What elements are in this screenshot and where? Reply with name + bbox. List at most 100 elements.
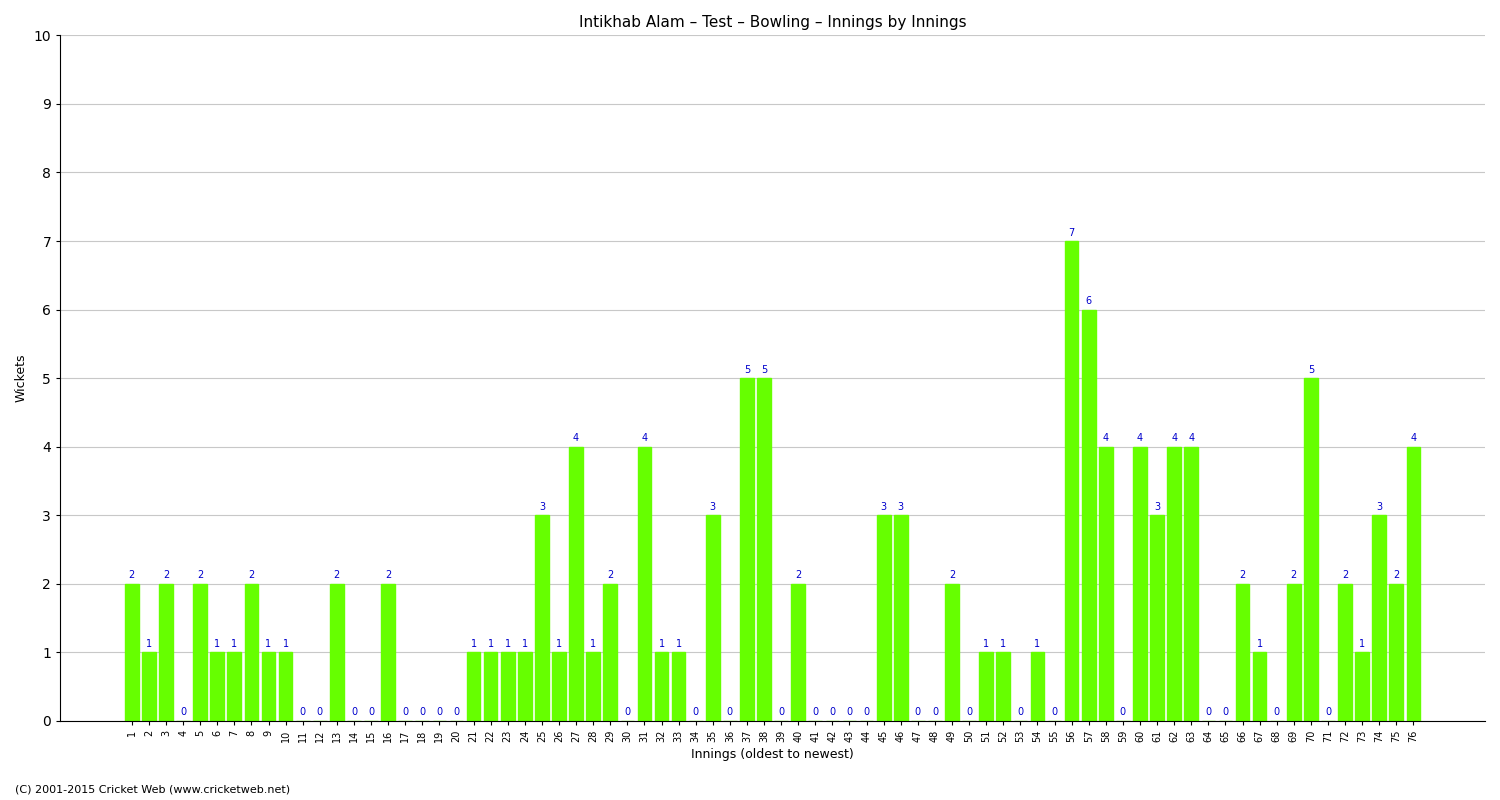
Text: 1: 1 [471,639,477,649]
Text: 0: 0 [1120,707,1126,718]
Bar [603,584,616,721]
Bar [586,652,600,721]
Text: 0: 0 [419,707,426,718]
Text: 0: 0 [966,707,972,718]
Bar [124,584,138,721]
Text: 1: 1 [488,639,494,649]
Text: 4: 4 [1172,434,1178,443]
Text: 2: 2 [386,570,392,580]
Bar [330,584,344,721]
Text: 6: 6 [1086,296,1092,306]
Text: 0: 0 [1324,707,1330,718]
Text: 7: 7 [1068,227,1076,238]
Text: 3: 3 [710,502,716,512]
Text: 0: 0 [693,707,699,718]
Text: 2: 2 [1290,570,1298,580]
Text: 4: 4 [1410,434,1416,443]
Bar [466,652,480,721]
Text: 1: 1 [522,639,528,649]
Text: 2: 2 [1394,570,1400,580]
Bar [894,515,908,721]
Bar [1065,241,1078,721]
Bar [1287,584,1300,721]
Text: 1: 1 [146,639,152,649]
Text: 1: 1 [556,639,562,649]
Bar [672,652,686,721]
Bar [706,515,720,721]
Text: 1: 1 [282,639,288,649]
Bar [142,652,156,721]
Text: 2: 2 [1342,570,1348,580]
Text: 0: 0 [368,707,374,718]
Bar [501,652,515,721]
Bar [210,652,224,721]
Text: 1: 1 [1035,639,1041,649]
Text: (C) 2001-2015 Cricket Web (www.cricketweb.net): (C) 2001-2015 Cricket Web (www.cricketwe… [15,784,290,794]
Text: 4: 4 [1102,434,1108,443]
Text: 0: 0 [300,707,306,718]
Text: 0: 0 [180,707,186,718]
Bar [996,652,1010,721]
Bar [194,584,207,721]
Title: Intikhab Alam – Test – Bowling – Innings by Innings: Intikhab Alam – Test – Bowling – Innings… [579,15,966,30]
Bar [381,584,394,721]
X-axis label: Innings (oldest to newest): Innings (oldest to newest) [692,748,853,761]
Bar [244,584,258,721]
Text: 0: 0 [1052,707,1058,718]
Text: 5: 5 [744,365,750,374]
Text: 4: 4 [1188,434,1194,443]
Text: 0: 0 [402,707,408,718]
Text: 0: 0 [932,707,938,718]
Bar [654,652,669,721]
Bar [878,515,891,721]
Bar [1407,446,1420,721]
Bar [570,446,584,721]
Text: 0: 0 [728,707,734,718]
Text: 2: 2 [1239,570,1245,580]
Text: 5: 5 [760,365,766,374]
Bar [1304,378,1317,721]
Bar [1132,446,1148,721]
Text: 1: 1 [231,639,237,649]
Text: 2: 2 [795,570,801,580]
Text: 4: 4 [1137,434,1143,443]
Bar [1185,446,1198,721]
Bar [1356,652,1370,721]
Text: 0: 0 [1206,707,1212,718]
Text: 0: 0 [830,707,836,718]
Text: 0: 0 [864,707,870,718]
Text: 4: 4 [642,434,648,443]
Text: 0: 0 [453,707,459,718]
Bar [792,584,806,721]
Text: 0: 0 [316,707,322,718]
Text: 3: 3 [880,502,886,512]
Bar [518,652,531,721]
Bar [1100,446,1113,721]
Text: 0: 0 [351,707,357,718]
Text: 0: 0 [1017,707,1023,718]
Bar [228,652,242,721]
Bar [945,584,958,721]
Bar [1372,515,1386,721]
Text: 0: 0 [1274,707,1280,718]
Bar [638,446,651,721]
Text: 5: 5 [1308,365,1314,374]
Text: 3: 3 [1154,502,1160,512]
Text: 1: 1 [1257,639,1263,649]
Text: 0: 0 [1222,707,1228,718]
Bar [1030,652,1044,721]
Bar [1082,310,1095,721]
Bar [1389,584,1402,721]
Text: 1: 1 [982,639,990,649]
Text: 1: 1 [658,639,664,649]
Bar [1150,515,1164,721]
Text: 2: 2 [608,570,613,580]
Y-axis label: Wickets: Wickets [15,354,28,402]
Bar [1252,652,1266,721]
Text: 3: 3 [1376,502,1383,512]
Text: 3: 3 [538,502,544,512]
Text: 1: 1 [266,639,272,649]
Text: 1: 1 [1000,639,1006,649]
Text: 1: 1 [675,639,681,649]
Text: 4: 4 [573,434,579,443]
